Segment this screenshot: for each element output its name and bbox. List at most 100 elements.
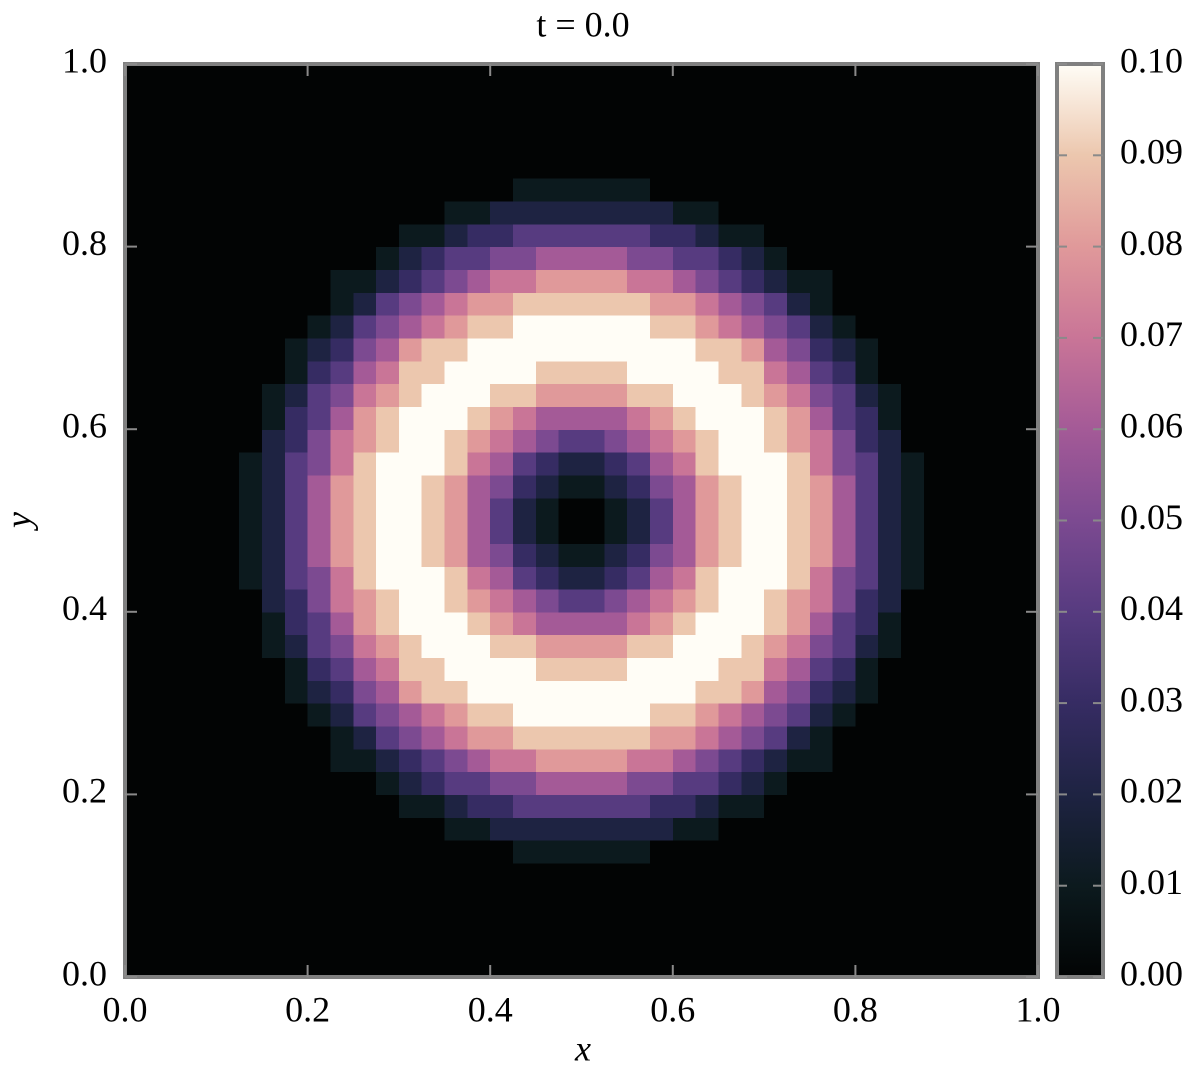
heatmap-cell bbox=[764, 703, 788, 727]
heatmap-cell bbox=[125, 337, 149, 362]
heatmap-cell bbox=[672, 657, 697, 681]
heatmap-cell bbox=[284, 817, 309, 841]
heatmap-cell bbox=[513, 520, 537, 544]
heatmap-cell bbox=[398, 885, 423, 910]
heatmap-cell bbox=[513, 200, 537, 225]
heatmap-cell bbox=[992, 383, 1016, 407]
heatmap-cell bbox=[398, 588, 423, 613]
heatmap-cell bbox=[170, 155, 195, 179]
heatmap-cell bbox=[353, 109, 377, 134]
heatmap-cell bbox=[193, 748, 217, 773]
heatmap-cell bbox=[969, 269, 993, 293]
heatmap-cell bbox=[558, 771, 583, 795]
heatmap-cell bbox=[239, 680, 263, 704]
heatmap-cell bbox=[307, 109, 332, 134]
heatmap-cell bbox=[467, 223, 491, 248]
heatmap-cell bbox=[490, 657, 514, 681]
heatmap-cell bbox=[809, 794, 834, 818]
heatmap-cell bbox=[649, 588, 674, 613]
heatmap-cell bbox=[353, 315, 377, 339]
heatmap-cell bbox=[261, 520, 286, 544]
heatmap-cell bbox=[832, 269, 856, 293]
heatmap-cell bbox=[398, 337, 423, 362]
heatmap-cell bbox=[878, 908, 902, 932]
heatmap-cell bbox=[1015, 406, 1039, 430]
heatmap-cell bbox=[855, 109, 879, 134]
heatmap-cell bbox=[467, 86, 491, 111]
heatmap-cell bbox=[855, 725, 879, 750]
heatmap-cell bbox=[398, 794, 423, 818]
heatmap-cell bbox=[923, 611, 948, 636]
heatmap-cell bbox=[878, 840, 902, 864]
heatmap-cell bbox=[764, 178, 788, 202]
heatmap-cell bbox=[535, 109, 560, 134]
heatmap-cell bbox=[376, 246, 400, 271]
heatmap-cell bbox=[604, 360, 628, 385]
heatmap-cell bbox=[878, 725, 902, 750]
heatmap-cell bbox=[832, 383, 856, 407]
heatmap-cell bbox=[1015, 132, 1039, 156]
heatmap-cell bbox=[627, 86, 651, 111]
heatmap-cell bbox=[923, 954, 948, 978]
heatmap-cell bbox=[284, 543, 309, 567]
heatmap-cell bbox=[444, 954, 468, 978]
heatmap-cell bbox=[261, 406, 286, 430]
heatmap-cell bbox=[923, 246, 948, 271]
heatmap-cell bbox=[627, 657, 651, 681]
heatmap-cell bbox=[330, 725, 354, 750]
heatmap-cell bbox=[627, 817, 651, 841]
heatmap-cell bbox=[923, 908, 948, 932]
heatmap-cell bbox=[718, 588, 742, 613]
heatmap-cell bbox=[239, 885, 263, 910]
heatmap-cell bbox=[376, 109, 400, 134]
heatmap-cell bbox=[695, 840, 720, 864]
heatmap-cell bbox=[558, 748, 583, 773]
heatmap-cell bbox=[1015, 588, 1039, 613]
heatmap-cell bbox=[672, 497, 697, 522]
heatmap-cell bbox=[969, 908, 993, 932]
heatmap-cell bbox=[330, 474, 354, 499]
heatmap-cell bbox=[672, 931, 697, 955]
heatmap-cell bbox=[490, 132, 514, 156]
heatmap-cell bbox=[535, 771, 560, 795]
heatmap-cell bbox=[581, 908, 605, 932]
heatmap-cell bbox=[923, 155, 948, 179]
heatmap-cell bbox=[604, 86, 628, 111]
heatmap-cell bbox=[581, 817, 605, 841]
heatmap-cell bbox=[125, 817, 149, 841]
heatmap-cell bbox=[353, 429, 377, 453]
heatmap-cell bbox=[398, 497, 423, 522]
heatmap-cell bbox=[307, 817, 332, 841]
heatmap-cell bbox=[627, 178, 651, 202]
heatmap-cell bbox=[946, 588, 971, 613]
heatmap-cell bbox=[901, 794, 925, 818]
heatmap-cell bbox=[786, 223, 811, 248]
heatmap-cell bbox=[284, 520, 309, 544]
heatmap-cell bbox=[444, 178, 468, 202]
heatmap-cell bbox=[444, 474, 468, 499]
heatmap-cell bbox=[741, 657, 765, 681]
heatmap-cell bbox=[809, 337, 834, 362]
heatmap-cell bbox=[558, 406, 583, 430]
heatmap-cell bbox=[513, 337, 537, 362]
heatmap-cell bbox=[627, 246, 651, 271]
heatmap-cell bbox=[764, 383, 788, 407]
heatmap-cell bbox=[193, 794, 217, 818]
heatmap-cell bbox=[239, 954, 263, 978]
heatmap-cell bbox=[992, 497, 1016, 522]
heatmap-cell bbox=[307, 132, 332, 156]
heatmap-cell bbox=[147, 155, 172, 179]
heatmap-cell bbox=[558, 566, 583, 590]
heatmap-cell bbox=[376, 954, 400, 978]
heatmap-cell bbox=[855, 611, 879, 636]
heatmap-cell bbox=[604, 657, 628, 681]
heatmap-cell bbox=[695, 292, 720, 316]
heatmap-cell bbox=[855, 794, 879, 818]
heatmap-cell bbox=[764, 885, 788, 910]
heatmap-cell bbox=[216, 703, 240, 727]
heatmap-cell bbox=[307, 862, 332, 887]
heatmap-cell bbox=[147, 862, 172, 887]
heatmap-cell bbox=[764, 109, 788, 134]
heatmap-cell bbox=[261, 680, 286, 704]
heatmap-cell bbox=[878, 657, 902, 681]
